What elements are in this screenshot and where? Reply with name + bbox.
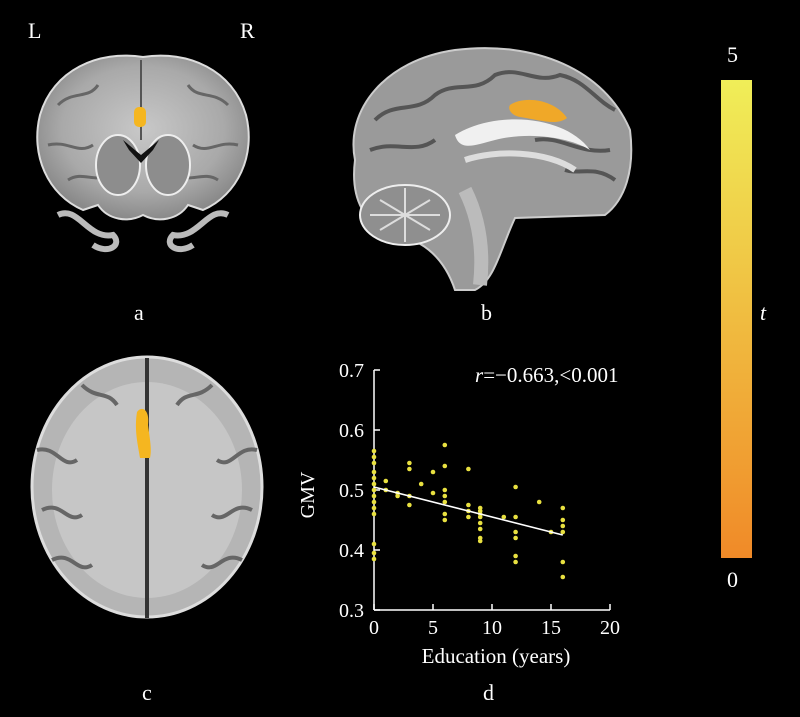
scatter-point: [513, 559, 518, 565]
scatter-point: [430, 469, 436, 475]
y-tick-label: 0.5: [339, 480, 364, 502]
axial-brain-slice: [30, 355, 264, 619]
scatter-point: [395, 493, 400, 499]
colorbar-max-label: 5: [727, 42, 738, 67]
scatter-point: [371, 511, 377, 517]
colorbar-label: t: [760, 300, 767, 325]
panel-label-a: a: [134, 300, 144, 325]
sagittal-activation-cluster: [509, 99, 567, 122]
y-tick-label: 0.4: [339, 540, 364, 562]
scatter-point: [407, 466, 412, 472]
coronal-brain-slice: [36, 54, 250, 253]
colorbar: [721, 80, 752, 558]
scatter-point: [513, 553, 518, 559]
scatter-point: [383, 478, 389, 484]
scatter-point: [371, 556, 377, 562]
scatter-point: [442, 517, 448, 523]
x-tick-label: 5: [428, 617, 438, 639]
scatter-point: [371, 469, 377, 475]
axial-activation-cluster: [135, 408, 151, 458]
scatter-point: [442, 511, 448, 517]
x-axis-label: Education (years): [422, 644, 571, 668]
scatter-point: [466, 502, 471, 508]
scatter-point: [407, 460, 412, 466]
scatter-point: [477, 526, 483, 532]
scatter-point: [560, 574, 566, 580]
scatter-point: [371, 481, 377, 487]
y-axis-label: GMV: [297, 471, 319, 518]
x-tick-label: 10: [482, 617, 502, 639]
scatter-point: [371, 550, 377, 556]
panel-label-c: c: [142, 680, 152, 705]
right-orientation-label: R: [240, 18, 255, 43]
scatter-point: [477, 514, 483, 520]
scatter-point: [560, 517, 566, 523]
scatter-point: [371, 460, 377, 466]
panel-label-b: b: [481, 300, 492, 325]
scatter-point: [371, 505, 377, 511]
scatter-point: [513, 529, 518, 535]
gmv-education-scatter-chart: 0.3 0.4 0.5 0.6 0.7 0 5 10 15 20 GMV Education (y…: [297, 360, 620, 668]
scatter-point: [477, 538, 483, 544]
y-tick-label: 0.7: [339, 360, 364, 382]
sagittal-brain-slice: [352, 47, 633, 291]
scatter-point: [371, 493, 377, 499]
scatter-point: [466, 466, 471, 472]
left-orientation-label: L: [28, 18, 42, 43]
scatter-point: [371, 454, 377, 460]
panel-label-d: d: [483, 680, 494, 705]
scatter-point: [513, 535, 518, 541]
scatter-point: [371, 499, 377, 505]
scatter-point: [430, 490, 436, 496]
scatter-point: [371, 541, 377, 547]
coronal-activation-cluster: [134, 107, 146, 127]
scatter-point: [560, 529, 566, 535]
scatter-point: [371, 448, 377, 454]
scatter-point: [513, 484, 518, 490]
x-tick-label: 0: [369, 617, 379, 639]
scatter-point: [442, 442, 448, 448]
scatter-point: [560, 505, 566, 511]
scatter-point: [513, 514, 518, 520]
scatter-point: [560, 559, 566, 565]
correlation-value: =−0.663,<0.001: [483, 363, 618, 387]
scatter-point: [477, 520, 483, 526]
scatter-point: [536, 499, 542, 505]
colorbar-min-label: 0: [727, 567, 738, 592]
scatter-point: [560, 523, 566, 529]
scatter-point: [501, 514, 507, 520]
scatter-point: [466, 514, 471, 520]
x-tick-label: 15: [541, 617, 561, 639]
scatter-point: [442, 493, 448, 499]
scatter-point: [371, 475, 377, 481]
x-tick-label: 20: [600, 617, 620, 639]
regression-line: [373, 486, 563, 536]
correlation-annotation: r=−0.663,<0.001: [475, 363, 618, 387]
scatter-point: [371, 487, 377, 493]
scatter-point: [407, 502, 412, 508]
correlation-r-symbol: r: [475, 363, 484, 387]
y-tick-label: 0.3: [339, 600, 364, 622]
scatter-point: [442, 487, 448, 493]
scatter-point: [418, 481, 424, 487]
scatter-point: [442, 499, 448, 505]
scatter-point: [442, 463, 448, 469]
y-tick-label: 0.6: [339, 420, 364, 442]
